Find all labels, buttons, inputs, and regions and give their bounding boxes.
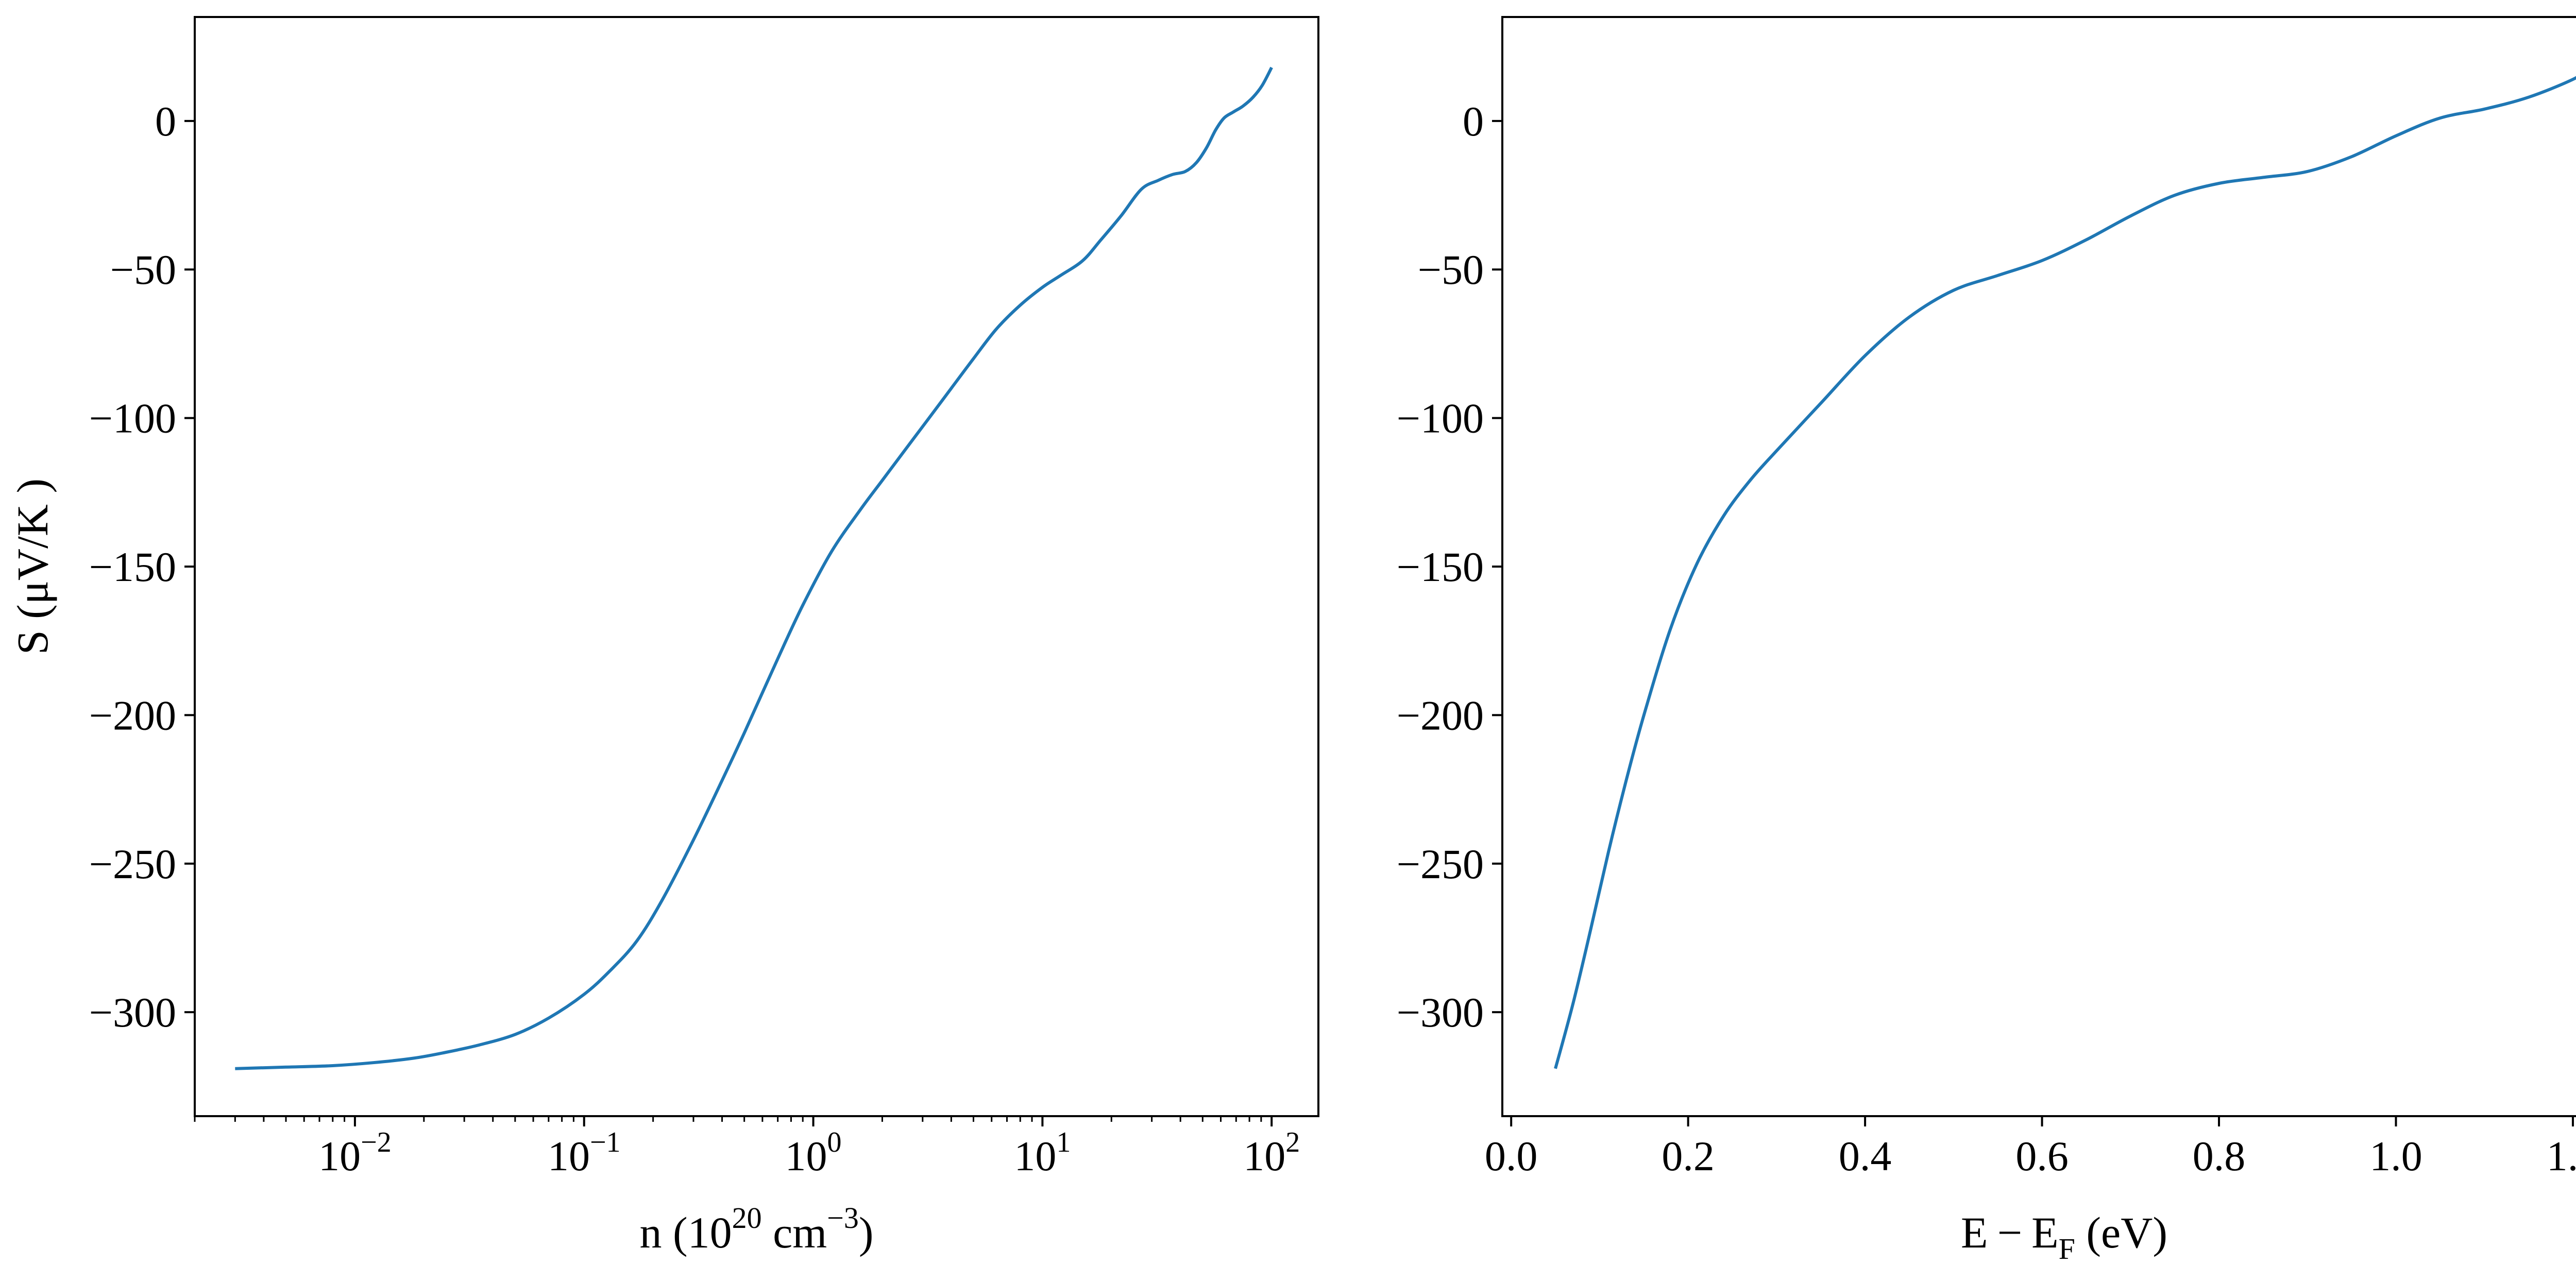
left-x-tick-label: 10−2 [318,1126,392,1180]
left-y-axis-label: S (μV/K ) [8,478,57,655]
left-x-axis-label-exp1: 20 [732,1201,762,1235]
right-x-tick-label: 0.6 [2015,1133,2069,1180]
left-x-tick-label: 100 [785,1126,842,1180]
right-chart-frame [1501,16,2576,1117]
right-x-tick-label: 0.4 [1839,1133,1892,1180]
left-series-line [235,66,1273,1070]
right-chart-line-layer [1554,76,2576,1069]
left-y-tick-label: −200 [89,692,176,739]
left-x-axis-label-post: ) [859,1208,874,1257]
left-x-tick-label: 101 [1014,1126,1071,1180]
left-chart-frame [194,16,1319,1117]
right-x-axis-label-op: − [1997,1208,2023,1257]
left-chart-line-layer [235,66,1273,1070]
left-y-tick-label: −150 [89,543,176,590]
left-x-axis-label-mid: cm [762,1208,827,1257]
left-x-tick-label: 102 [1243,1126,1300,1180]
right-x-axis-label-sub: F [2059,1232,2075,1266]
right-x-tick-label: 0.0 [1485,1133,1538,1180]
right-x-axis-label-mid: E [2031,1208,2059,1257]
left-y-tick-label: −50 [110,246,176,293]
right-y-tick-label: −150 [1397,543,1484,590]
right-y-tick-label: −300 [1397,989,1484,1036]
left-chart-panel: 0 −50 −100 −150 −200 −250 −300 10−2 10−1 100 101 10… [8,16,1319,1257]
right-y-tick-label: −200 [1397,692,1484,739]
right-x-tick-label: 0.8 [2193,1133,2246,1180]
left-y-tick-label: −100 [89,395,176,442]
right-chart-tick-layer: 0 −50 −100 −150 −200 −250 −300 0.0 0.2 0.4 0.6 0.8 1… [1397,98,2576,1180]
right-x-axis-label-post: (eV) [2075,1208,2167,1257]
right-chart-panel: 0 −50 −100 −150 −200 −250 −300 0.0 0.2 0.4 0.6 0.8 1… [1397,16,2576,1266]
left-x-axis-label: n (1020 cm−3) [639,1201,873,1257]
right-series-line [1554,76,2576,1069]
right-x-tick-label: 1.0 [2369,1133,2422,1180]
right-x-axis-label: E − EF (eV) [1961,1208,2167,1266]
left-y-tick-label: 0 [155,98,176,145]
left-x-tick-label: 10−1 [548,1126,621,1180]
left-x-axis-label-exp2: −3 [827,1201,859,1235]
right-x-tick-label: 0.2 [1662,1133,1715,1180]
left-y-tick-label: −300 [89,989,176,1036]
left-y-tick-label: −250 [89,841,176,887]
right-x-axis-label-pre: E [1961,1208,1988,1257]
right-y-tick-label: −250 [1397,841,1484,887]
right-x-tick-label: 1.2 [2547,1133,2576,1180]
left-x-axis-label-pre: n (10 [639,1208,732,1257]
right-y-tick-label: −50 [1418,246,1484,293]
left-chart-tick-layer: 0 −50 −100 −150 −200 −250 −300 10−2 10−1 100 101 10… [89,98,1300,1180]
right-y-tick-label: −100 [1397,395,1484,442]
right-y-tick-label: 0 [1463,98,1484,145]
